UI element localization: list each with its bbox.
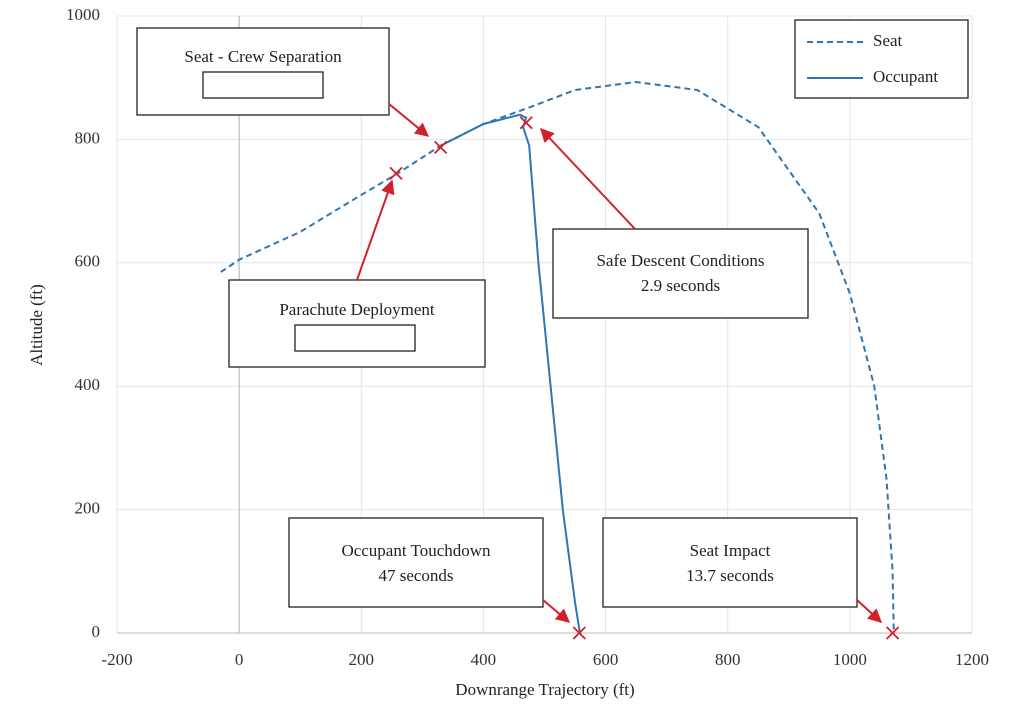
- redaction: [294, 324, 416, 352]
- legend: Seat Occupant: [794, 19, 969, 99]
- annotation-text: Safe Descent Conditions: [596, 251, 764, 270]
- annotation-arrow: [356, 179, 395, 281]
- x-tick-label: 800: [715, 650, 741, 669]
- legend-box: [794, 19, 969, 99]
- series-line: [440, 113, 581, 634]
- y-tick-label: 0: [92, 622, 101, 641]
- annotation: Seat Impact 13.7 seconds: [602, 517, 858, 608]
- x-axis-title: Downrange Trajectory (ft): [455, 680, 634, 699]
- annotation-arrow: [856, 599, 883, 623]
- event-marker: [885, 626, 900, 640]
- event-marker: [389, 166, 403, 180]
- y-tick-label: 400: [75, 375, 101, 394]
- annotation-text: Seat - Crew Separation: [184, 47, 342, 66]
- y-tick-label: 200: [75, 499, 101, 518]
- y-tick-label: 1000: [66, 5, 100, 24]
- x-tick-label: 1200: [955, 650, 989, 669]
- y-tick-label: 600: [75, 252, 101, 271]
- annotation-box: [552, 228, 809, 319]
- series-line: [220, 80, 895, 634]
- x-tick-label: 600: [593, 650, 619, 669]
- annotation: Safe Descent Conditions 2.9 seconds: [552, 228, 809, 319]
- annotation-text: 13.7 seconds: [686, 566, 774, 585]
- annotation-box: [602, 517, 858, 608]
- annotation-arrow: [388, 103, 430, 137]
- y-tick-label: 800: [75, 128, 101, 147]
- annotation-box: [288, 517, 544, 608]
- annotation-text: 2.9 seconds: [641, 276, 720, 295]
- annotation: Seat - Crew Separation: [136, 27, 390, 116]
- annotation-text: Seat Impact: [690, 541, 771, 560]
- event-marker: [519, 116, 533, 130]
- legend-label: Occupant: [873, 67, 938, 86]
- x-tick-label: 1000: [833, 650, 867, 669]
- annotation-arrow: [540, 127, 636, 230]
- annotation-text: Occupant Touchdown: [341, 541, 491, 560]
- x-tick-label: 200: [349, 650, 375, 669]
- x-tick-label: 400: [471, 650, 497, 669]
- x-tick-label: -200: [101, 650, 132, 669]
- annotation: Occupant Touchdown 47 seconds: [288, 517, 544, 608]
- annotation-arrow: [542, 599, 571, 623]
- redaction: [202, 71, 324, 99]
- event-marker: [434, 140, 448, 155]
- y-axis-title: Altitude (ft): [27, 284, 46, 366]
- annotation-box: [228, 279, 486, 368]
- annotation: Parachute Deployment: [228, 279, 486, 368]
- x-tick-label: 0: [235, 650, 244, 669]
- annotation-text: 47 seconds: [378, 566, 453, 585]
- legend-label: Seat: [873, 31, 903, 50]
- annotation-text: Parachute Deployment: [279, 300, 435, 319]
- event-marker: [572, 626, 586, 640]
